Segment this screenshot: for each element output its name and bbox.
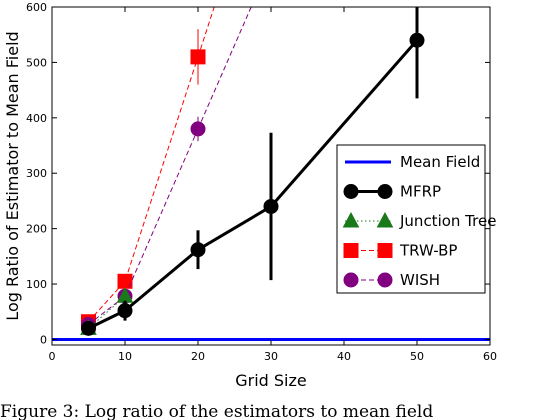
legend-item-junction-tree: Junction Tree bbox=[342, 211, 496, 230]
series-trw-bp bbox=[81, 7, 215, 330]
x-tick-label: 60 bbox=[483, 350, 497, 363]
legend-label: WISH bbox=[400, 271, 440, 289]
y-axis-title: Log Ratio of Estimator to Mean Field bbox=[3, 31, 22, 320]
legend-marker bbox=[342, 211, 360, 228]
legend-frame bbox=[336, 144, 486, 294]
series-trend-line bbox=[197, 7, 215, 58]
y-tick-label: 500 bbox=[26, 56, 47, 69]
x-tick-label: 30 bbox=[264, 350, 278, 363]
series-wish bbox=[81, 7, 252, 332]
legend-label: TRW-BP bbox=[399, 242, 457, 260]
legend-item-mean-field: Mean Field bbox=[345, 153, 480, 171]
legend-marker bbox=[377, 272, 393, 288]
data-point bbox=[81, 320, 96, 336]
data-point bbox=[117, 303, 133, 319]
y-tick-label: 600 bbox=[26, 1, 47, 14]
series-trend-line bbox=[197, 7, 252, 130]
legend-label: Mean Field bbox=[400, 153, 480, 171]
y-tick-label: 300 bbox=[26, 167, 47, 180]
y-tick-label: 100 bbox=[26, 278, 47, 291]
y-tick-label: 400 bbox=[26, 112, 47, 125]
legend-marker bbox=[376, 211, 394, 228]
data-point bbox=[263, 198, 279, 214]
y-tick-label: 0 bbox=[40, 333, 47, 346]
data-point bbox=[409, 32, 425, 48]
legend-label: Junction Tree bbox=[399, 212, 496, 230]
x-tick-label: 40 bbox=[337, 350, 351, 363]
legend-item-trw-bp: TRW-BP bbox=[343, 242, 457, 260]
legend-label: MFRP bbox=[400, 183, 441, 201]
series-line bbox=[88, 56, 199, 323]
x-tick-label: 10 bbox=[118, 350, 132, 363]
x-axis-title: Grid Size bbox=[235, 371, 307, 390]
legend-marker bbox=[343, 184, 359, 199]
x-tick-label: 50 bbox=[410, 350, 424, 363]
x-tick-label: 0 bbox=[49, 350, 56, 363]
legend-item-mfrp: MFRP bbox=[343, 183, 441, 201]
legend-marker bbox=[377, 184, 393, 199]
legend: Mean Field MFRP Junction Tree TRW-BP WISH bbox=[336, 144, 496, 294]
plot-data-layer bbox=[52, 7, 490, 341]
legend-marker bbox=[377, 243, 393, 258]
figure-caption: Figure 3: Log ratio of the estimators to… bbox=[0, 402, 434, 420]
legend-item-wish: WISH bbox=[343, 271, 440, 289]
y-tick-label: 200 bbox=[26, 223, 47, 236]
data-point bbox=[190, 242, 206, 258]
legend-marker bbox=[343, 272, 359, 288]
legend-marker bbox=[343, 243, 359, 258]
series-mfrp bbox=[81, 7, 425, 336]
x-tick-label: 20 bbox=[191, 350, 205, 363]
